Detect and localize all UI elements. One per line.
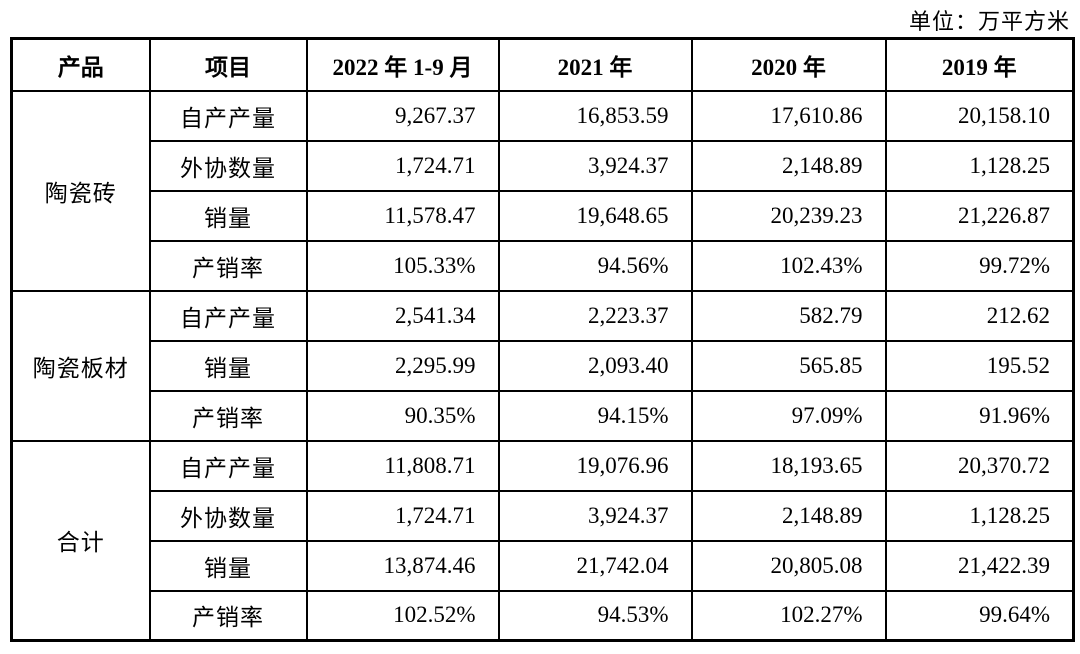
header-2020: 2020 年: [690, 37, 887, 92]
value-cell: 94.53%: [497, 589, 693, 642]
value-cell: 21,422.39: [884, 539, 1075, 592]
item-cell: 自产产量: [148, 89, 308, 142]
production-sales-table: 产品 项目 2022 年 1-9 月 2021 年 2020 年 2019 年 …: [10, 37, 1075, 642]
value-cell: 94.56%: [497, 239, 693, 292]
product-cell-ceramic-panel: 陶瓷板材: [10, 289, 151, 442]
header-2019: 2019 年: [884, 37, 1075, 92]
item-cell: 销量: [148, 339, 308, 392]
value-cell: 20,805.08: [690, 539, 887, 592]
value-cell: 20,158.10: [884, 89, 1075, 142]
value-cell: 13,874.46: [305, 539, 500, 592]
value-cell: 1,128.25: [884, 139, 1075, 192]
header-2022: 2022 年 1-9 月: [305, 37, 500, 92]
table-row: 产销率 105.33% 94.56% 102.43% 99.72%: [12, 239, 1075, 292]
value-cell: 20,239.23: [690, 189, 887, 242]
header-2021: 2021 年: [497, 37, 693, 92]
table-row: 销量 2,295.99 2,093.40 565.85 195.52: [12, 339, 1075, 392]
table-row: 产销率 90.35% 94.15% 97.09% 91.96%: [12, 389, 1075, 442]
table-row: 合计 自产产量 11,808.71 19,076.96 18,193.65 20…: [10, 439, 1075, 642]
unit-label: 单位：万平方米: [908, 9, 1070, 34]
table-row: 外协数量 1,724.71 3,924.37 2,148.89 1,128.25: [12, 139, 1075, 192]
item-cell: 外协数量: [148, 139, 308, 192]
table-row: 外协数量 1,724.71 3,924.37 2,148.89 1,128.25: [12, 489, 1075, 542]
product-cell-total: 合计: [10, 439, 151, 642]
value-cell: 20,370.72: [884, 439, 1075, 492]
value-cell: 212.62: [884, 289, 1075, 342]
table-row: 销量 13,874.46 21,742.04 20,805.08 21,422.…: [12, 539, 1075, 592]
item-cell: 外协数量: [148, 489, 308, 542]
value-cell: 16,853.59: [497, 89, 693, 142]
value-cell: 9,267.37: [305, 89, 500, 142]
value-cell: 2,223.37: [497, 289, 693, 342]
value-cell: 17,610.86: [690, 89, 887, 142]
item-cell: 产销率: [148, 389, 308, 442]
table-row: 陶瓷板材 自产产量 2,541.34 2,223.37 582.79 212.6…: [10, 289, 1075, 442]
item-cell: 自产产量: [148, 439, 308, 492]
table-row: 销量 11,578.47 19,648.65 20,239.23 21,226.…: [12, 189, 1075, 242]
value-cell: 21,742.04: [497, 539, 693, 592]
value-cell: 18,193.65: [690, 439, 887, 492]
value-cell: 99.72%: [884, 239, 1075, 292]
value-cell: 2,093.40: [497, 339, 693, 392]
value-cell: 19,648.65: [497, 189, 693, 242]
table-row: 陶瓷砖 自产产量 9,267.37 16,853.59 17,610.86 20…: [10, 89, 1075, 292]
value-cell: 105.33%: [305, 239, 500, 292]
value-cell: 2,295.99: [305, 339, 500, 392]
value-cell: 2,148.89: [690, 139, 887, 192]
item-cell: 自产产量: [148, 289, 308, 342]
value-cell: 11,578.47: [305, 189, 500, 242]
value-cell: 565.85: [690, 339, 887, 392]
table-row: 产销率 102.52% 94.53% 102.27% 99.64%: [12, 589, 1075, 642]
value-cell: 1,724.71: [305, 489, 500, 542]
item-cell: 销量: [148, 189, 308, 242]
header-row: 产品 项目 2022 年 1-9 月 2021 年 2020 年 2019 年: [10, 37, 1075, 92]
value-cell: 1,724.71: [305, 139, 500, 192]
value-cell: 94.15%: [497, 389, 693, 442]
value-cell: 19,076.96: [497, 439, 693, 492]
value-cell: 2,541.34: [305, 289, 500, 342]
item-cell: 销量: [148, 539, 308, 592]
value-cell: 21,226.87: [884, 189, 1075, 242]
value-cell: 90.35%: [305, 389, 500, 442]
value-cell: 11,808.71: [305, 439, 500, 492]
header-item: 项目: [148, 37, 308, 92]
header-product: 产品: [10, 37, 151, 92]
value-cell: 195.52: [884, 339, 1075, 392]
value-cell: 99.64%: [884, 589, 1075, 642]
value-cell: 1,128.25: [884, 489, 1075, 542]
value-cell: 102.52%: [305, 589, 500, 642]
value-cell: 3,924.37: [497, 139, 693, 192]
value-cell: 102.43%: [690, 239, 887, 292]
value-cell: 97.09%: [690, 389, 887, 442]
value-cell: 3,924.37: [497, 489, 693, 542]
item-cell: 产销率: [148, 589, 308, 642]
product-cell-ceramic-tile: 陶瓷砖: [10, 89, 151, 292]
value-cell: 91.96%: [884, 389, 1075, 442]
value-cell: 2,148.89: [690, 489, 887, 542]
value-cell: 582.79: [690, 289, 887, 342]
item-cell: 产销率: [148, 239, 308, 292]
value-cell: 102.27%: [690, 589, 887, 642]
